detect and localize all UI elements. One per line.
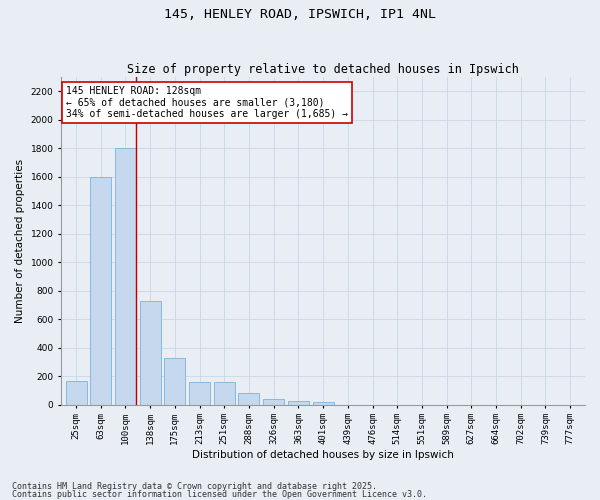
Bar	[164, 358, 185, 405]
Bar	[288, 401, 309, 404]
Bar	[313, 402, 334, 404]
Bar	[65, 381, 86, 404]
Bar	[214, 382, 235, 404]
X-axis label: Distribution of detached houses by size in Ipswich: Distribution of detached houses by size …	[192, 450, 454, 460]
Text: Contains HM Land Registry data © Crown copyright and database right 2025.: Contains HM Land Registry data © Crown c…	[12, 482, 377, 491]
Bar	[140, 300, 161, 405]
Bar	[115, 148, 136, 404]
Bar	[238, 393, 259, 404]
Text: 145, HENLEY ROAD, IPSWICH, IP1 4NL: 145, HENLEY ROAD, IPSWICH, IP1 4NL	[164, 8, 436, 20]
Bar	[263, 399, 284, 404]
Y-axis label: Number of detached properties: Number of detached properties	[15, 159, 25, 323]
Title: Size of property relative to detached houses in Ipswich: Size of property relative to detached ho…	[127, 63, 519, 76]
Bar	[90, 177, 111, 404]
Text: 145 HENLEY ROAD: 128sqm
← 65% of detached houses are smaller (3,180)
34% of semi: 145 HENLEY ROAD: 128sqm ← 65% of detache…	[66, 86, 348, 119]
Text: Contains public sector information licensed under the Open Government Licence v3: Contains public sector information licen…	[12, 490, 427, 499]
Bar	[189, 382, 210, 404]
